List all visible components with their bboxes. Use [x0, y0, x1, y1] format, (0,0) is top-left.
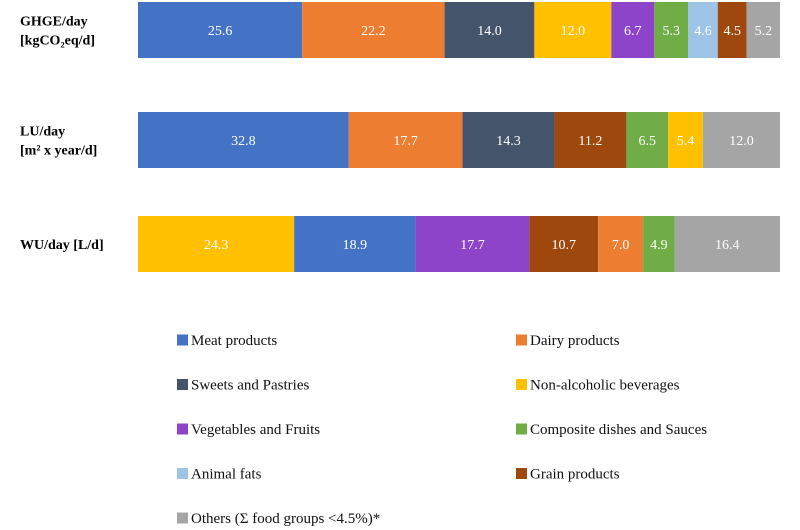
legend-swatch-grain-products: [516, 468, 527, 479]
bar-segment-1-others-food-groups-4-5: [702, 112, 780, 168]
legend-swatch-meat-products: [177, 334, 188, 346]
legend: Meat products Dairy products Sweets and Pa…: [177, 333, 707, 527]
category-labels: GHGE/day [kgCO₂eq/d] LU/day [m² x year/d] WU…: [20, 15, 104, 254]
data-label-0-5: 5.3: [663, 24, 681, 39]
data-label-2-0: 24.3: [204, 238, 229, 253]
bar-segment-2-composite-dishes-and-sauces: [643, 216, 675, 272]
data-label-2-3: 10.7: [552, 238, 577, 253]
data-label-1-3: 11.2: [578, 134, 602, 149]
data-label-0-2: 14.0: [477, 24, 502, 39]
data-label-1-2: 14.3: [496, 134, 521, 149]
data-label-1-4: 6.5: [639, 134, 657, 149]
bars: 25.6 22.2 14.0 12.0 6.7 5.3 4.6 4.5 5.2 32.8 17.7 1…: [138, 2, 780, 272]
data-label-0-7: 4.5: [723, 24, 741, 39]
bar-segment-0-dairy-products: [302, 2, 445, 58]
bar-segment-0-composite-dishes-and-sauces: [654, 2, 689, 58]
bar-segment-0-others-food-groups-4-5: [746, 2, 780, 58]
data-label-0-0: 25.6: [208, 24, 233, 39]
category-label-1-line-1: [m² x year/d]: [20, 144, 97, 159]
data-label-0-6: 4.6: [694, 24, 712, 39]
legend-swatch-others-food-groups-4-5: [177, 512, 188, 524]
data-label-0-3: 12.0: [561, 24, 586, 39]
legend-label-meat-products: Meat products: [191, 333, 277, 349]
legend-label-sweets-and-pastries: Sweets and Pastries: [191, 378, 309, 394]
data-label-2-6: 16.4: [715, 238, 740, 253]
data-label-0-1: 22.2: [361, 24, 386, 39]
bar-segment-1-grain-products: [554, 112, 627, 168]
bar-segment-0-sweets-and-pastries: [444, 2, 535, 58]
bar-segment-0-meat-products: [138, 2, 303, 58]
data-label-1-6: 12.0: [729, 134, 754, 149]
bar-segment-2-vegetables-and-fruits: [415, 216, 530, 272]
bar-segment-0-grain-products: [717, 2, 747, 58]
data-label-1-0: 32.8: [231, 134, 256, 149]
legend-label-grain-products: Grain products: [530, 467, 620, 483]
legend-label-non-alcoholic-beverages: Non-alcoholic beverages: [530, 378, 680, 394]
legend-label-animal-fats: Animal fats: [191, 467, 262, 483]
data-label-2-1: 18.9: [343, 238, 368, 253]
category-label-2-line-0: WU/day [L/d]: [20, 238, 104, 253]
legend-label-dairy-products: Dairy products: [530, 333, 620, 349]
data-label-2-2: 17.7: [460, 238, 485, 253]
legend-swatch-vegetables-and-fruits: [177, 423, 188, 435]
data-label-0-8: 5.2: [755, 24, 773, 39]
legend-swatch-composite-dishes-and-sauces: [516, 423, 527, 435]
data-label-1-1: 17.7: [393, 134, 418, 149]
bar-segment-0-vegetables-and-fruits: [611, 2, 655, 58]
bar-segment-2-dairy-products: [598, 216, 644, 272]
legend-label-vegetables-and-fruits: Vegetables and Fruits: [191, 422, 320, 438]
bar-segment-1-meat-products: [138, 112, 349, 168]
category-label-0-line-1: [kgCO₂eq/d]: [20, 34, 95, 49]
bar-segment-1-dairy-products: [348, 112, 463, 168]
bar-segment-2-grain-products: [529, 216, 599, 272]
data-label-2-5: 4.9: [650, 238, 668, 253]
legend-label-others-food-groups-4-5: Others (Σ food groups <4.5%)*: [191, 511, 380, 527]
bar-segment-1-sweets-and-pastries: [462, 112, 555, 168]
bar-segment-2-meat-products: [294, 216, 416, 272]
category-label-0-line-0: GHGE/day: [20, 15, 88, 30]
data-label-1-5: 5.4: [677, 134, 695, 149]
data-label-2-4: 7.0: [612, 238, 630, 253]
legend-label-composite-dishes-and-sauces: Composite dishes and Sauces: [530, 422, 707, 438]
bar-segment-1-composite-dishes-and-sauces: [626, 112, 669, 168]
legend-swatch-dairy-products: [516, 334, 527, 346]
bar-segment-1-non-alcoholic-beverages: [668, 112, 703, 168]
bar-segment-0-non-alcoholic-beverages: [534, 2, 612, 58]
category-label-1-line-0: LU/day: [20, 125, 65, 140]
bar-segment-2-non-alcoholic-beverages: [138, 216, 295, 272]
bar-segment-0-animal-fats: [688, 2, 718, 58]
legend-swatch-sweets-and-pastries: [177, 379, 188, 390]
data-label-0-4: 6.7: [624, 24, 642, 39]
legend-swatch-non-alcoholic-beverages: [516, 379, 527, 390]
legend-swatch-animal-fats: [177, 468, 188, 479]
bar-segment-2-others-food-groups-4-5: [674, 216, 780, 272]
